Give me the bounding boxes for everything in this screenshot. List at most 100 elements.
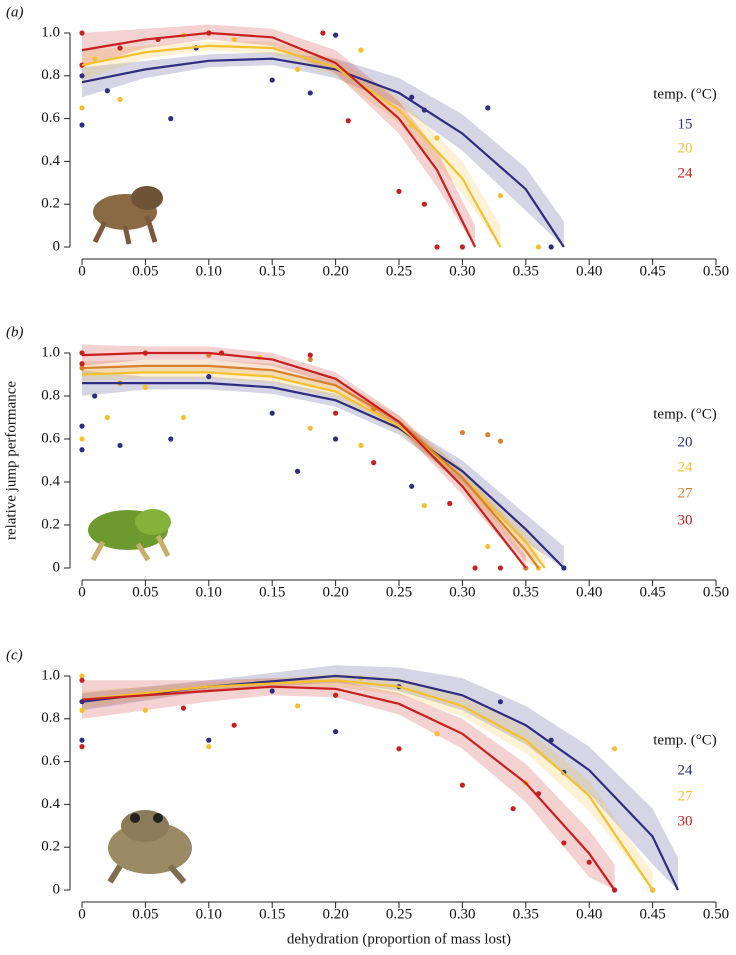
- x-tick-label: 0.20: [322, 584, 348, 600]
- x-tick-label: 0.10: [196, 906, 222, 922]
- x-tick-label: 0.05: [132, 906, 158, 922]
- fit-curve: [81, 685, 616, 891]
- data-point: [92, 56, 98, 62]
- data-point: [231, 36, 237, 43]
- panel: (b) 0 0.2 0.4 0.6 0.8 1.0 0 0.05 0.10 0.15 0.20 0.25…: [3, 324, 729, 600]
- data-point: [269, 77, 275, 83]
- data-point: [142, 384, 148, 390]
- x-tick-label: 0.05: [132, 263, 158, 279]
- data-point: [168, 436, 174, 442]
- x-tick-label: 0.50: [703, 263, 729, 279]
- data-point: [345, 118, 351, 124]
- fit-curve: [81, 57, 565, 248]
- data-point: [180, 705, 187, 711]
- data-point: [294, 703, 301, 709]
- data-point: [294, 468, 301, 474]
- legend-entry: 27: [678, 788, 694, 804]
- data-point: [231, 722, 237, 728]
- x-tick-label: 0.40: [576, 263, 602, 279]
- data-point: [561, 840, 567, 846]
- data-point: [104, 414, 110, 421]
- data-point: [180, 414, 187, 421]
- data-point: [79, 707, 85, 713]
- data-point: [333, 32, 339, 38]
- data-point: [421, 503, 427, 509]
- x-tick-label: 0.35: [513, 263, 539, 279]
- data-point: [497, 699, 504, 705]
- data-point: [409, 483, 415, 489]
- confidence-band: [82, 665, 678, 890]
- fit-curve: [81, 31, 477, 248]
- data-point: [117, 442, 123, 449]
- data-point: [333, 692, 339, 698]
- panel-label: (c): [6, 647, 23, 663]
- data-point: [333, 410, 339, 416]
- y-tick-label: 0.6: [41, 430, 60, 446]
- panel-label: (a): [6, 4, 24, 20]
- legend-entry: 24: [678, 165, 694, 181]
- y-tick-label: 0: [53, 881, 61, 897]
- data-point: [79, 436, 85, 442]
- x-tick-label: 0.25: [386, 906, 412, 922]
- x-tick-label: 0: [78, 263, 86, 279]
- data-point: [459, 244, 465, 250]
- data-point: [79, 73, 85, 79]
- y-tick-label: 0.8: [41, 67, 60, 83]
- y-tick-label: 1.0: [41, 667, 60, 683]
- data-point: [79, 677, 85, 683]
- x-tick-label: 0.45: [639, 584, 665, 600]
- data-point: [79, 423, 85, 429]
- x-axis-label: dehydration (proportion of mass lost): [287, 931, 511, 947]
- x-tick-label: 0.30: [449, 584, 475, 600]
- x-tick-label: 0.10: [196, 584, 222, 600]
- y-tick-label: 0.8: [41, 387, 60, 403]
- frog-image: [107, 810, 192, 884]
- fit-curve: [81, 44, 502, 248]
- data-point: [358, 442, 364, 449]
- legend-title: temp. (°C): [653, 406, 717, 422]
- data-point: [396, 746, 402, 752]
- data-point: [586, 859, 592, 865]
- data-point: [269, 410, 275, 416]
- fit-curve: [81, 679, 654, 891]
- x-tick-label: 0.40: [576, 906, 602, 922]
- x-tick-label: 0.05: [132, 584, 158, 600]
- data-point: [396, 188, 402, 194]
- data-point: [206, 374, 212, 380]
- data-point: [535, 244, 542, 250]
- x-tick-label: 0.15: [259, 584, 285, 600]
- confidence-band: [82, 673, 653, 890]
- data-point: [307, 356, 313, 363]
- data-point: [371, 460, 377, 466]
- y-tick-label: 0.6: [41, 753, 60, 769]
- data-point: [485, 543, 491, 550]
- x-tick-label: 0.45: [639, 906, 665, 922]
- data-point: [548, 244, 554, 250]
- y-tick-label: 0.4: [41, 473, 60, 489]
- legend-entry: 24: [678, 762, 694, 778]
- data-point: [79, 447, 85, 453]
- data-point: [79, 673, 85, 679]
- legend-entry: 20: [678, 434, 693, 450]
- x-tick-label: 0.25: [386, 584, 412, 600]
- legend-entry: 27: [678, 485, 694, 501]
- legend-title: temp. (°C): [653, 86, 717, 102]
- data-point: [358, 47, 364, 53]
- data-point: [611, 746, 618, 752]
- x-tick-label: 0.20: [322, 906, 348, 922]
- data-point: [434, 244, 440, 250]
- data-point: [79, 122, 85, 128]
- data-point: [434, 731, 440, 737]
- fit-curve: [81, 364, 540, 569]
- legend-entry: 30: [678, 813, 693, 829]
- data-point: [333, 436, 339, 442]
- confidence-band: [82, 678, 615, 890]
- x-tick-label: 0.45: [639, 263, 665, 279]
- x-tick-label: 0.25: [386, 263, 412, 279]
- data-point: [459, 429, 465, 436]
- data-point: [333, 729, 339, 735]
- x-tick-label: 0.40: [576, 584, 602, 600]
- legend-entry: 20: [678, 140, 693, 156]
